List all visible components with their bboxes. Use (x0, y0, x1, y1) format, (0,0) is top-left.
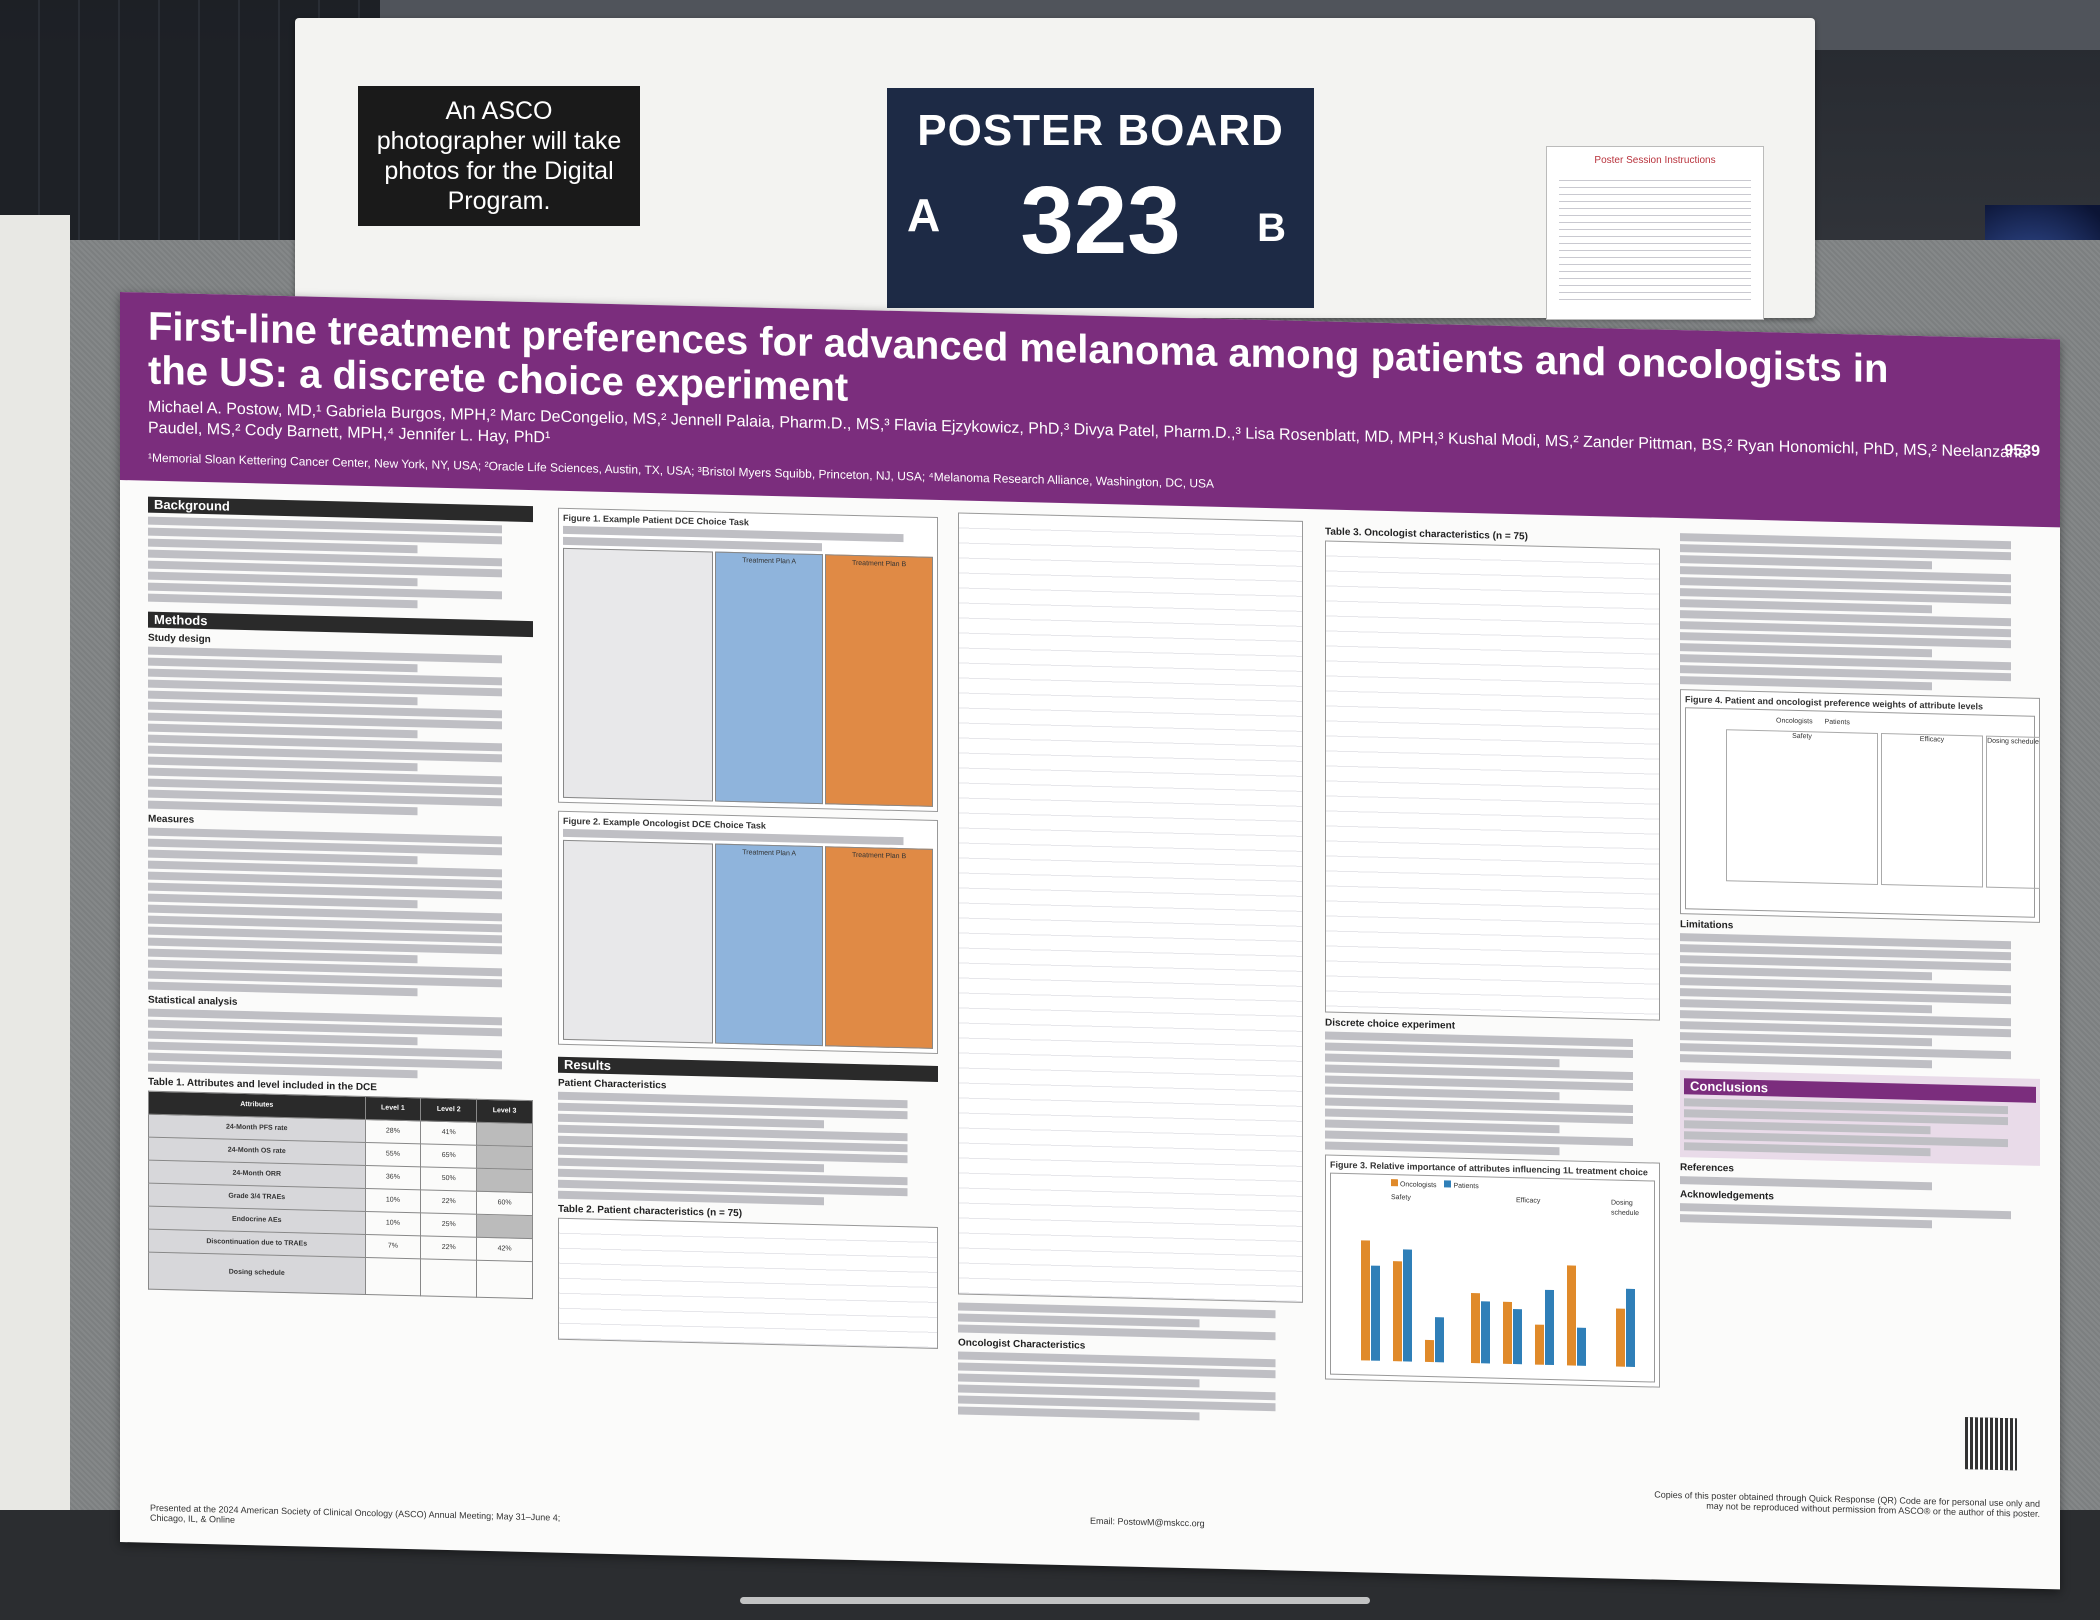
board-number: 323 (1020, 167, 1181, 274)
panel-safety: Safety (1726, 729, 1878, 885)
group-label-efficacy: Efficacy (1516, 1197, 1541, 1205)
instructions-text (1559, 174, 1751, 304)
bar (1513, 1309, 1522, 1365)
conclusions-box: Conclusions (1680, 1070, 2040, 1166)
legend-swatch-patients (1444, 1180, 1452, 1188)
bar (1503, 1301, 1512, 1365)
column-5: Figure 4. Patient and oncologist prefere… (1680, 530, 2040, 1234)
column-3: Oncologist Characteristics (958, 512, 1303, 1425)
legend-label-oncologists: Oncologists (1776, 717, 1813, 726)
bar (1403, 1249, 1412, 1362)
legend-label-oncologists: Oncologists (1399, 1181, 1437, 1190)
figure-4: Figure 4. Patient and oncologist prefere… (1680, 689, 2040, 923)
figure-2: Figure 2. Example Oncologist DCE Choice … (558, 810, 938, 1054)
table-1: Attributes Level 1 Level 2 Level 3 24-Mo… (148, 1091, 533, 1299)
presented-at: Presented at the 2024 American Society o… (150, 1502, 561, 1525)
bar (1535, 1324, 1544, 1365)
side-b-label: B (1257, 206, 1286, 250)
home-indicator (740, 1597, 1370, 1604)
bar (1425, 1339, 1434, 1363)
left-board (0, 215, 70, 1515)
column-4: Table 3. Oncologist characteristics (n =… (1325, 521, 1660, 1392)
legend-swatch-oncologists (1391, 1179, 1398, 1187)
choice-task-patient: Treatment Plan A Treatment Plan B (563, 547, 933, 807)
poster: First-line treatment preferences for adv… (120, 292, 2060, 1590)
bar (1393, 1261, 1402, 1362)
side-a-label: A (907, 189, 941, 241)
group-label-dosing: Dosing schedule (1611, 1199, 1640, 1218)
instructions-title: Poster Session Instructions (1594, 155, 1716, 166)
bar (1626, 1288, 1635, 1368)
contact-email: Email: PostowM@mskcc.org (1090, 1515, 1205, 1529)
column-2: Figure 1. Example Patient DCE Choice Tas… (558, 503, 938, 1349)
bar (1545, 1289, 1554, 1366)
session-instructions: Poster Session Instructions (1546, 146, 1764, 320)
bar (1435, 1317, 1444, 1363)
bar (1481, 1301, 1490, 1364)
table-2 (558, 1217, 938, 1349)
legend-label-patients: Patients (1453, 1182, 1479, 1191)
bar (1371, 1265, 1380, 1361)
bar (1361, 1240, 1370, 1361)
poster-number: 9539 (2004, 442, 2040, 460)
bar (1577, 1327, 1586, 1366)
bar (1567, 1265, 1576, 1366)
column-1: Background Methods Study design Measures… (148, 493, 533, 1299)
panel-dosing: Dosing schedule (1986, 735, 2040, 889)
bar (1616, 1308, 1625, 1367)
importance-bar-chart: Oncologists Patients Safety Efficacy Dos… (1330, 1172, 1655, 1383)
choice-task-oncologist: Treatment Plan A Treatment Plan B (563, 839, 933, 1049)
photo-notice: An ASCO photographer will take photos fo… (358, 86, 640, 226)
figure-3: Figure 3. Relative importance of attribu… (1325, 1154, 1660, 1388)
panel-efficacy: Efficacy (1881, 733, 1983, 888)
table-2-continued (958, 512, 1303, 1303)
figure-1: Figure 1. Example Patient DCE Choice Tas… (558, 507, 938, 812)
qr-code[interactable] (1965, 1417, 2017, 1471)
group-label-safety: Safety (1391, 1194, 1411, 1202)
preference-weights-chart: Oncologists Patients Safety Efficacy Dos… (1685, 707, 2040, 918)
table-3 (1325, 540, 1660, 1021)
legend-label-patients: Patients (1824, 718, 1850, 727)
poster-board-sign: POSTER BOARD A 323 B (887, 88, 1314, 308)
board-title: POSTER BOARD (917, 106, 1284, 155)
bar (1471, 1293, 1480, 1364)
copies-note: Copies of this poster obtained through Q… (1654, 1489, 2040, 1519)
